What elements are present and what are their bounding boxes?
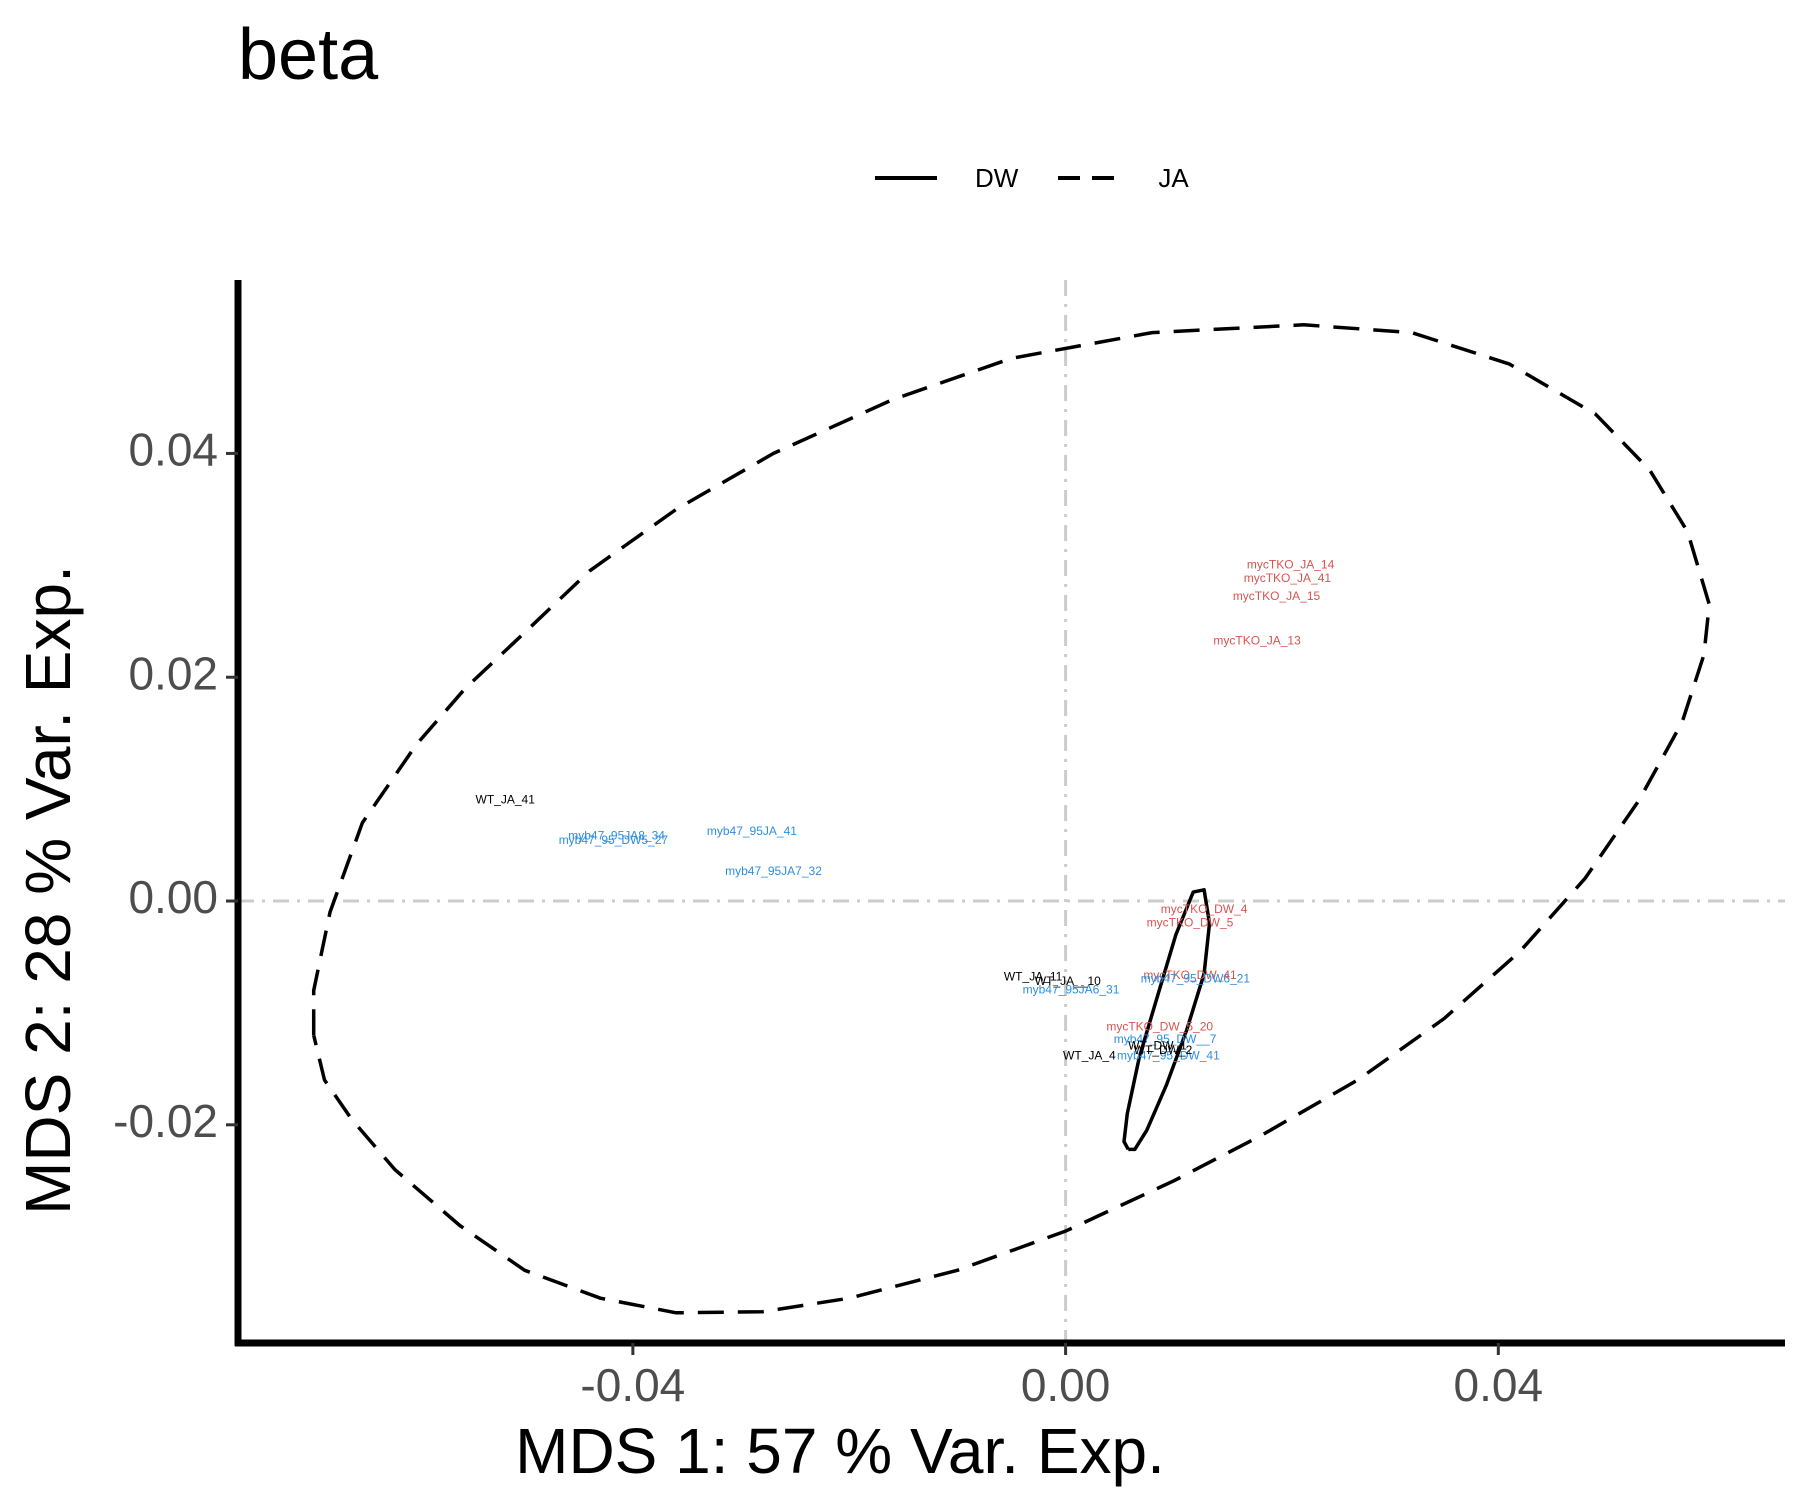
y-tick-label: 0.02 xyxy=(128,647,218,699)
tick-layer: -0.04 0.00 0.04 -0.02 0.00 0.02 0.04 xyxy=(113,424,1543,1411)
x-tick-label: 0.04 xyxy=(1454,1359,1544,1411)
point-label: mycTKO_DW_5 xyxy=(1147,916,1234,930)
y-tick-label: 0.00 xyxy=(128,871,218,923)
point-label: myb47_95JA_41 xyxy=(707,824,797,838)
chart-title: beta xyxy=(238,15,379,95)
point-label: WT_JA_41 xyxy=(476,792,536,806)
point-label: mycTKO_JA_41 xyxy=(1244,571,1332,585)
ellipse-layer xyxy=(311,323,1712,1315)
point-label: WT_DW_2 xyxy=(1134,1043,1193,1057)
point-label: myb47_95_DW5_27 xyxy=(559,833,669,847)
y-tick-label: 0.04 xyxy=(128,424,218,476)
point-label: myb47_95JA8_34 xyxy=(568,828,665,842)
point-label: mycTKO_DW_4 xyxy=(1161,902,1248,916)
point-label: WT_JA_4 xyxy=(1063,1049,1116,1063)
legend-label-dw: DW xyxy=(975,162,1019,193)
point-label: mycTKO_JA_13 xyxy=(1213,634,1301,648)
point-label: myb47_95JA6_31 xyxy=(1023,983,1120,997)
x-axis-title: MDS 1: 57 % Var. Exp. xyxy=(515,1415,1165,1487)
y-axis-title: MDS 2: 28 % Var. Exp. xyxy=(12,565,84,1215)
x-tick-label: 0.00 xyxy=(1021,1359,1111,1411)
ellipse-dw xyxy=(1122,888,1212,1152)
point-label: myb47_95_DW_41 xyxy=(1117,1049,1220,1063)
ellipse-ja xyxy=(311,323,1712,1315)
legend-item-ja: JA xyxy=(1058,162,1189,194)
y-tick-label: -0.02 xyxy=(113,1095,218,1147)
x-tick-label: -0.04 xyxy=(580,1359,685,1411)
point-label: WT_JA__10 xyxy=(1035,974,1101,988)
point-label: mycTKO_JA_14 xyxy=(1247,557,1335,571)
point-label: myb47_95_DW__7 xyxy=(1114,1032,1217,1046)
axes xyxy=(234,280,1785,1347)
point-label: WT_JA_11 xyxy=(1004,969,1063,983)
point-label: WT_DW_1 xyxy=(1128,1039,1187,1053)
legend-key-dashed xyxy=(1058,176,1121,180)
point-label: mycTKO_DW_41 xyxy=(1143,968,1237,982)
reference-lines xyxy=(238,280,1785,1343)
point-label: myb47_95JA7_32 xyxy=(725,864,822,878)
point-label: mycTKO_DW_5_20 xyxy=(1106,1020,1213,1034)
legend-item-dw: DW xyxy=(875,163,1018,194)
legend-label-ja: JA xyxy=(1158,162,1189,193)
point-label: myb47_95_DW6_21 xyxy=(1141,971,1251,985)
legend-key-solid xyxy=(875,176,937,180)
point-label: mycTKO_JA_15 xyxy=(1233,589,1321,603)
legend: DW JA xyxy=(875,158,1229,198)
